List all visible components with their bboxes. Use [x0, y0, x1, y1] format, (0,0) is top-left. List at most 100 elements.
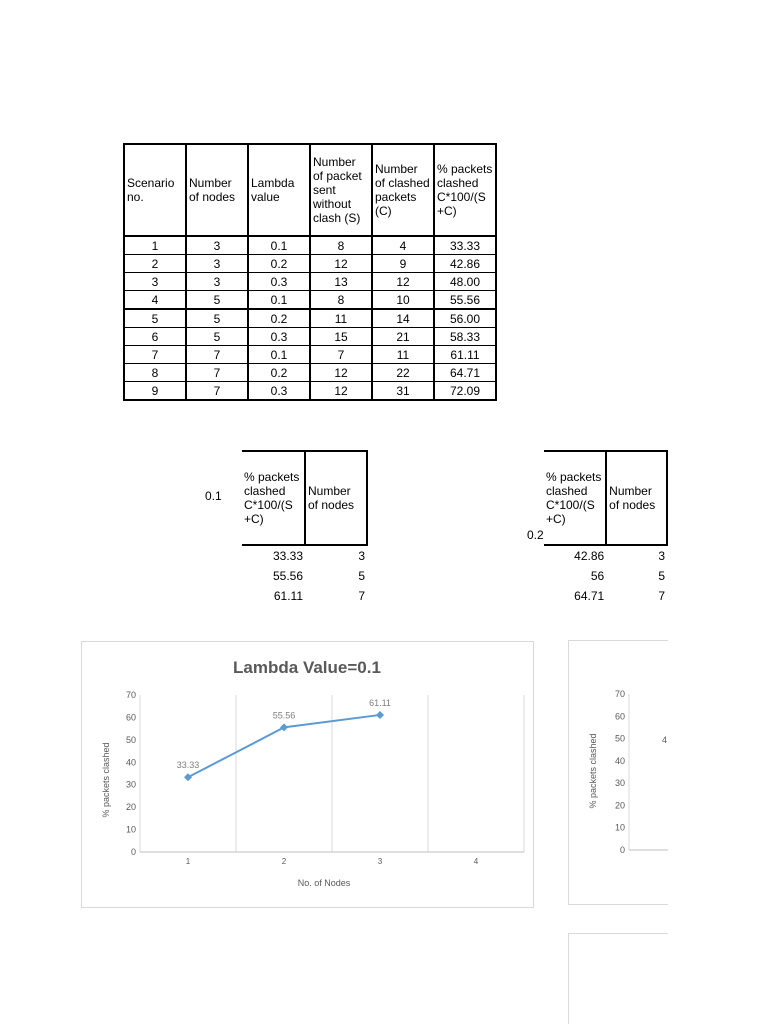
- x-tick-label: 1: [186, 857, 191, 866]
- table-cell: 3: [658, 549, 665, 563]
- table-cell: 64.71: [574, 589, 605, 603]
- y-tick-label: 60: [615, 711, 625, 721]
- table-row: 9 7 0.3 12 31 72.09: [123, 381, 497, 401]
- y-tick-label: 50: [126, 735, 136, 745]
- data-point: [184, 773, 192, 782]
- table-cell: 48.00: [433, 272, 497, 291]
- table-cell: 55.56: [433, 290, 497, 310]
- table-row: 4 5 0.1 8 10 55.56: [123, 290, 497, 310]
- table-cell: 12: [309, 363, 373, 382]
- table-cell: 11: [371, 345, 435, 364]
- table-row: 3 3 0.3 13 12 48.00: [123, 272, 497, 291]
- table-cell: 7: [123, 345, 187, 364]
- data-label: 61.11: [369, 698, 391, 708]
- table-row: 1 3 0.1 8 4 33.33: [123, 235, 497, 255]
- table-cell: 0.3: [247, 327, 311, 346]
- table-cell: 8: [309, 290, 373, 310]
- table-cell: 0.2: [247, 363, 311, 382]
- table-cell: 5: [185, 327, 249, 346]
- table-cell: 9: [123, 381, 187, 401]
- chart-lambda-0-1: Lambda Value=0.1 % packets clashed No. o…: [81, 641, 534, 908]
- table-cell: 3: [185, 272, 249, 291]
- plot-area: 0 10 20 30 40 50 60 70: [615, 689, 668, 855]
- lambda-table-2: % packets clashed C*100/(S +C) Number of…: [544, 450, 668, 606]
- data-point: [280, 723, 288, 732]
- table-cell: 7: [185, 363, 249, 382]
- table-cell: 0.2: [247, 254, 311, 273]
- header-packets-sent: Number of packet sent without clash (S): [309, 143, 373, 237]
- table-cell: 14: [371, 308, 435, 328]
- table-cell: 5: [658, 569, 665, 583]
- table-row: 5 5 0.2 11 14 56.00: [123, 308, 497, 328]
- table-cell: 11: [309, 308, 373, 328]
- lambda-label-1: 0.1: [205, 489, 222, 503]
- table-cell: 42.86: [433, 254, 497, 273]
- table-cell: 55.56: [272, 569, 303, 583]
- chart-1-svg: Lambda Value=0.1 % packets clashed No. o…: [101, 658, 525, 888]
- table-cell: 10: [371, 290, 435, 310]
- y-tick-label: 50: [615, 734, 625, 744]
- chart-title: Lambda Value=0.1: [233, 658, 381, 677]
- chart-lambda-0-2: % packets clashed 4 0 10 20 30 40 50 60 70: [568, 640, 668, 905]
- data-label: 4: [662, 735, 667, 745]
- header-number-of-nodes: Number of nodes: [606, 450, 668, 546]
- y-tick-label: 30: [126, 780, 136, 790]
- table-cell: 2: [123, 254, 187, 273]
- table-cell: 0.3: [247, 381, 311, 401]
- table-cell: 61.11: [433, 345, 497, 364]
- table-cell: 3: [123, 272, 187, 291]
- header-percent-clashed: % packets clashed C*100/(S +C): [544, 450, 608, 546]
- chart-lambda-0-3: [568, 933, 668, 1024]
- table-cell: 7: [658, 589, 665, 603]
- table-cell: 15: [309, 327, 373, 346]
- table-cell: 21: [371, 327, 435, 346]
- table-cell: 56.00: [433, 308, 497, 328]
- chart-2-svg: % packets clashed 4 0 10 20 30 40 50 60 70: [588, 689, 668, 855]
- y-tick-label: 0: [131, 847, 136, 857]
- data-label: 33.33: [177, 760, 200, 770]
- table-cell: 5: [358, 569, 365, 583]
- x-tick-label: 3: [378, 857, 383, 866]
- x-tick-label: 2: [282, 857, 287, 866]
- header-clashed-packets: Number of clashed packets (C): [371, 143, 435, 237]
- table-cell: 5: [185, 290, 249, 310]
- header-lambda-value: Lambda value: [247, 143, 311, 237]
- table-cell: 3: [185, 254, 249, 273]
- table-cell: 0.2: [247, 308, 311, 328]
- results-table: Scenario no. Number of nodes Lambda valu…: [123, 143, 497, 401]
- table-row: 56 5: [544, 566, 667, 586]
- lambda-table-header-row: % packets clashed C*100/(S +C) Number of…: [242, 450, 368, 546]
- table-cell: 6: [123, 327, 187, 346]
- y-tick-label: 0: [620, 845, 625, 855]
- table-cell: 31: [371, 381, 435, 401]
- header-percent-clashed: % packets clashed C*100/(S +C): [242, 450, 306, 546]
- data-point: [376, 710, 384, 719]
- table-cell: 42.86: [574, 549, 605, 563]
- table-row: 2 3 0.2 12 9 42.86: [123, 254, 497, 273]
- table-cell: 5: [185, 308, 249, 328]
- table-cell: 0.1: [247, 235, 311, 255]
- table-cell: 33.33: [433, 235, 497, 255]
- y-tick-label: 10: [126, 825, 136, 835]
- table-cell: 4: [123, 290, 187, 310]
- table-row: 6 5 0.3 15 21 58.33: [123, 327, 497, 346]
- plot-area: 0 10 20 30 40 50 60 70 1 2 3 4 33.33 55.56 61.11: [126, 690, 525, 866]
- table-cell: 8: [123, 363, 187, 382]
- table-cell: 61.11: [273, 589, 303, 603]
- y-axis-label: % packets clashed: [588, 733, 598, 808]
- table-cell: 12: [309, 381, 373, 401]
- table-cell: 1: [123, 235, 187, 255]
- table-cell: 0.3: [247, 272, 311, 291]
- data-label: 55.56: [273, 710, 296, 720]
- y-tick-label: 40: [126, 757, 136, 767]
- table-cell: 33.33: [272, 549, 303, 563]
- table-cell: 4: [371, 235, 435, 255]
- table-cell: 72.09: [433, 381, 497, 401]
- table-cell: 58.33: [433, 327, 497, 346]
- table-cell: 0.1: [247, 290, 311, 310]
- y-axis-label: % packets clashed: [101, 742, 111, 817]
- table-cell: 3: [185, 235, 249, 255]
- table-row: 7 7 0.1 7 11 61.11: [123, 345, 497, 364]
- table-cell: 56: [590, 569, 605, 583]
- table-cell: 8: [309, 235, 373, 255]
